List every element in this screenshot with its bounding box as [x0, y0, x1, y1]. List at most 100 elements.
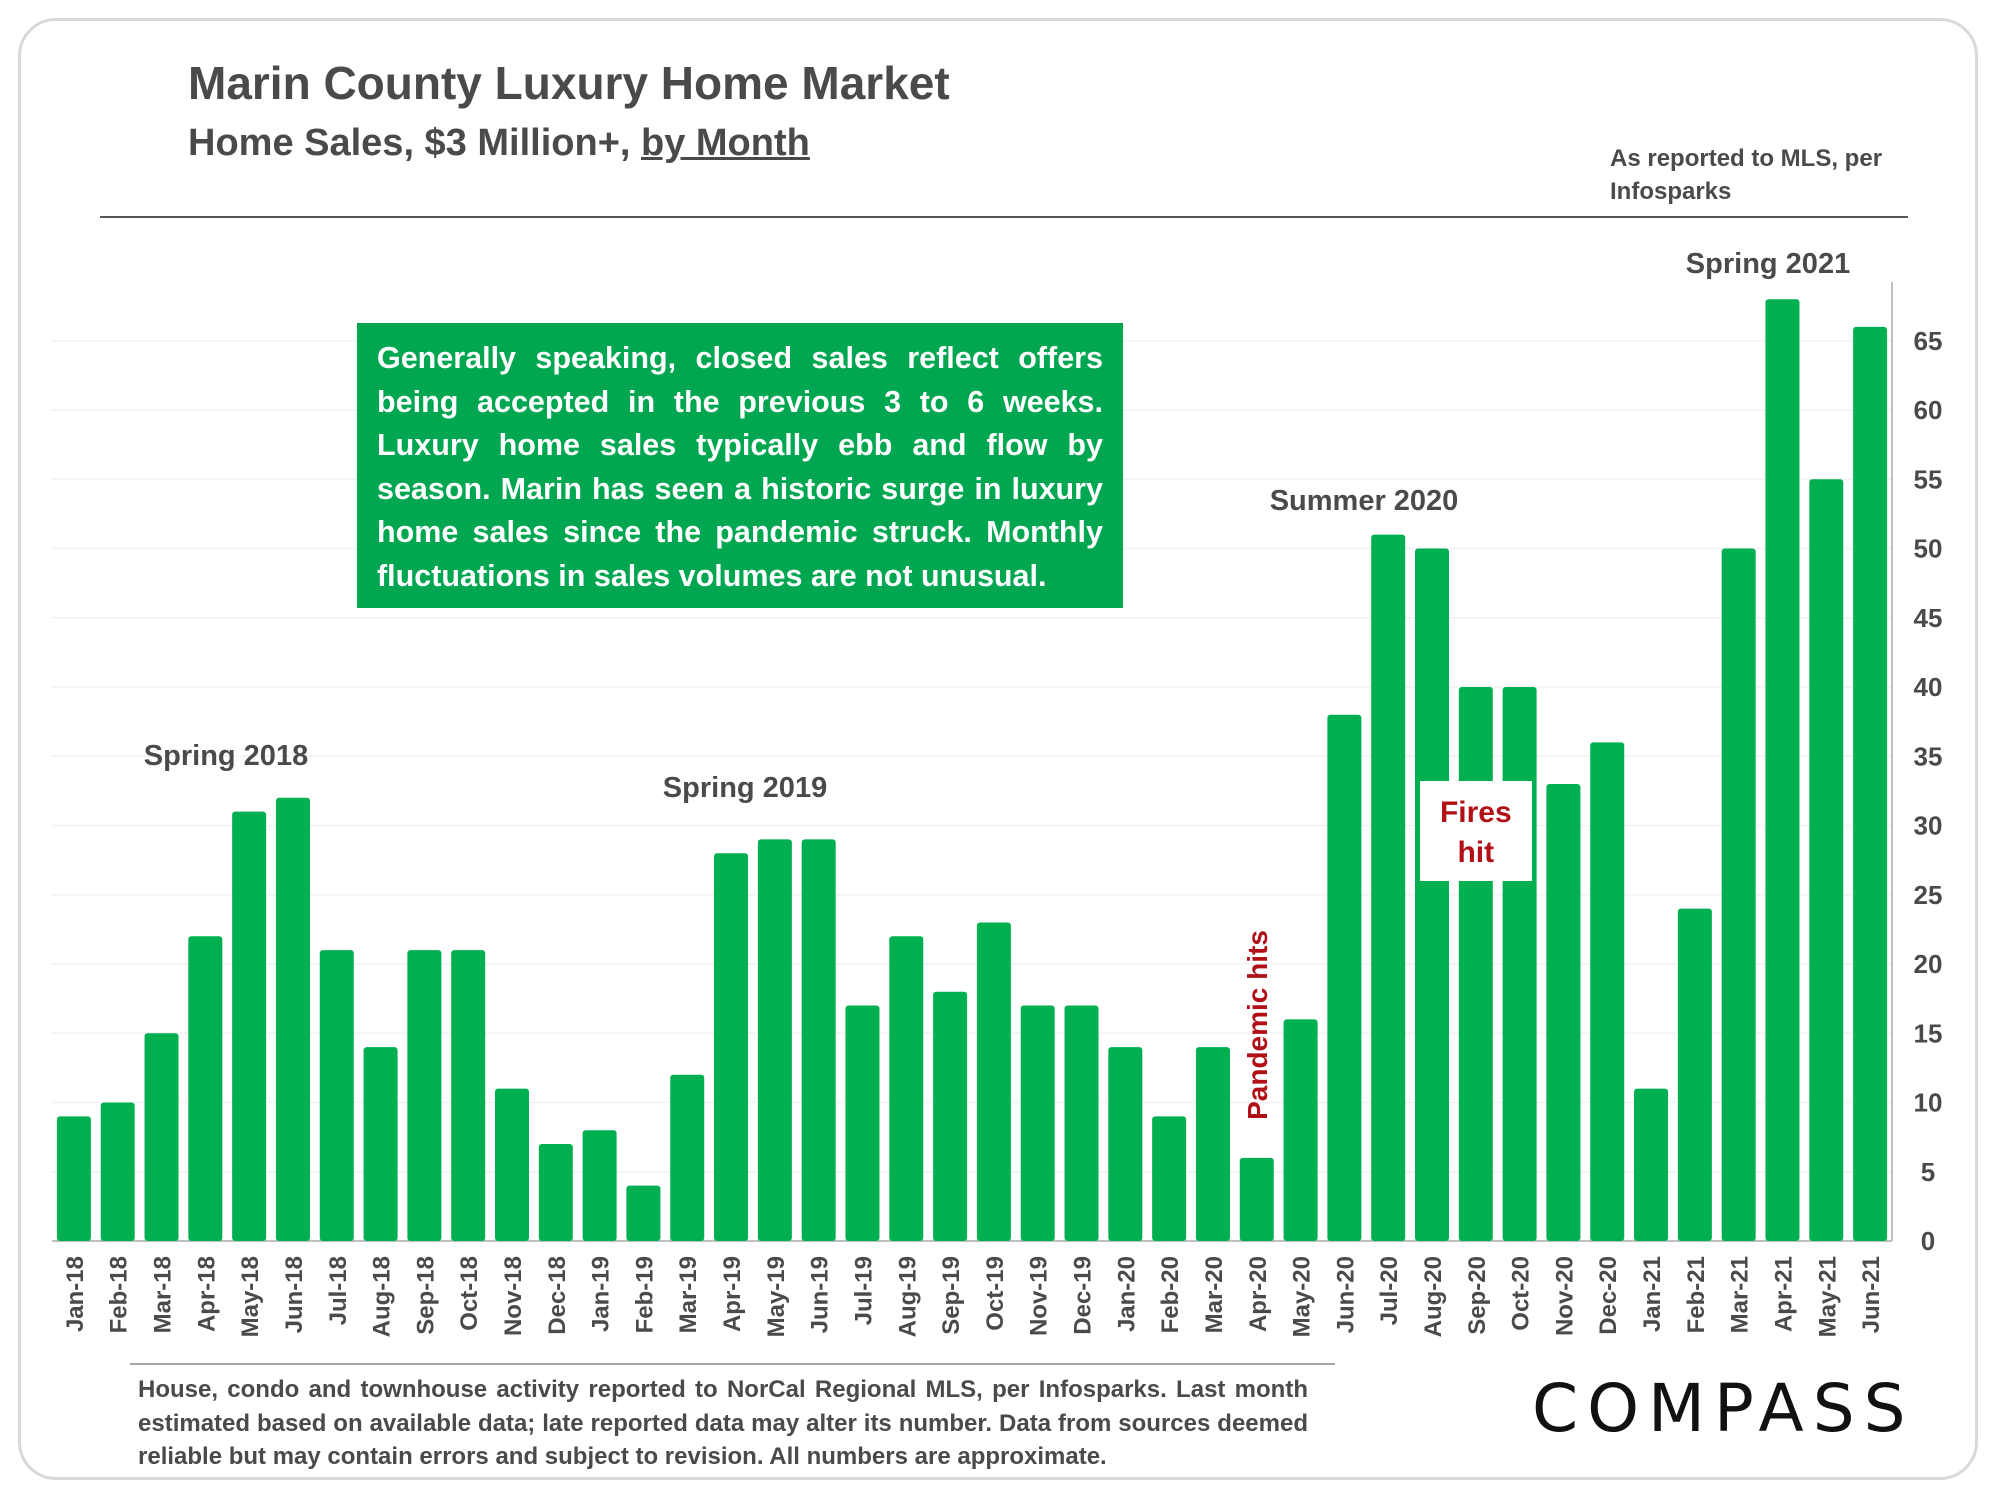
x-tick-label: May-20: [1289, 1256, 1316, 1337]
bar: [1371, 534, 1406, 1241]
bar: [407, 950, 442, 1241]
x-tick-label: Jun-20: [1332, 1256, 1359, 1333]
x-tick-label: Aug-20: [1420, 1256, 1447, 1337]
bar: [976, 922, 1011, 1241]
bar: [801, 839, 836, 1241]
pandemic-hits-annotation: Pandemic hits: [1242, 930, 1273, 1120]
x-tick-label: Mar-18: [150, 1256, 177, 1333]
x-tick-label: Jan-20: [1113, 1256, 1140, 1332]
x-tick-label: Feb-18: [106, 1256, 133, 1333]
y-tick-label: 30: [1914, 811, 1943, 841]
x-tick-label: Jun-18: [281, 1256, 308, 1333]
bar: [100, 1102, 135, 1241]
bar: [1590, 742, 1625, 1241]
fires-hit-line: hit: [1457, 836, 1495, 869]
y-tick-label: 0: [1921, 1226, 1935, 1256]
y-tick-label: 5: [1921, 1157, 1935, 1187]
bar: [1853, 326, 1888, 1241]
x-tick-label: Sep-19: [938, 1256, 965, 1335]
x-tick-labels: Jan-18 Feb-18 Mar-18 Apr-18 May-18 Jun-18 Jul-…: [62, 1256, 1885, 1337]
subtitle-main: Home Sales, $3 Million+,: [188, 122, 641, 164]
bar: [1415, 548, 1449, 1241]
season-annotation: Spring 2021: [1686, 248, 1850, 280]
x-tick-label: Feb-20: [1157, 1256, 1184, 1333]
y-tick-label: 60: [1914, 395, 1943, 425]
explanation-callout: Generally speaking, closed sales reflect…: [357, 323, 1123, 608]
x-tick-label: Nov-19: [1026, 1256, 1053, 1336]
y-tick-label: 50: [1914, 534, 1943, 564]
x-tick-label: Aug-18: [369, 1256, 396, 1337]
x-tick-label: Apr-19: [719, 1256, 746, 1332]
y-tick-label: 20: [1914, 949, 1943, 979]
x-tick-label: Nov-20: [1551, 1256, 1578, 1336]
y-tick-label: 40: [1914, 672, 1943, 702]
bar: [1152, 1116, 1187, 1241]
bar: [1634, 1088, 1669, 1241]
x-tick-label: Oct-20: [1508, 1256, 1535, 1331]
x-tick-label: Apr-18: [193, 1256, 220, 1332]
bar: [232, 811, 267, 1241]
y-tick-label: 65: [1914, 326, 1943, 356]
y-tick-label: 25: [1914, 880, 1943, 910]
bar: [1546, 783, 1581, 1241]
y-tick-label: 35: [1914, 741, 1943, 771]
bar: [1283, 1019, 1318, 1241]
x-tick-label: Dec-20: [1595, 1256, 1622, 1335]
bar: [582, 1130, 617, 1241]
x-tick-label: Sep-18: [412, 1256, 439, 1335]
x-tick-label: Dec-18: [544, 1256, 571, 1335]
x-tick-label: Jul-19: [850, 1256, 877, 1325]
y-tick-labels: 0 5 10 15 20 25 30 35 40 45 50 55 60 65: [1914, 326, 1943, 1256]
bar: [1195, 1047, 1230, 1241]
header-divider: [100, 216, 1908, 218]
bar: [1677, 908, 1712, 1241]
y-tick-label: 55: [1914, 464, 1943, 494]
x-tick-label: Aug-19: [894, 1256, 921, 1337]
bar: [1108, 1047, 1143, 1241]
source-note: As reported to MLS, per Infosparks: [1610, 145, 1883, 205]
bar: [670, 1074, 705, 1241]
season-annotation: Spring 2019: [663, 772, 827, 804]
bar: [1239, 1157, 1274, 1241]
x-tick-label: Jan-18: [62, 1256, 89, 1332]
footnote: House, condo and townhouse activity repo…: [138, 1376, 1308, 1470]
bar: [451, 950, 486, 1241]
x-tick-label: Mar-21: [1727, 1256, 1754, 1333]
x-tick-label: Dec-19: [1070, 1256, 1097, 1335]
season-annotation: Summer 2020: [1270, 485, 1459, 517]
bar: [144, 1033, 179, 1241]
y-tick-label: 10: [1914, 1088, 1943, 1118]
bar: [495, 1088, 529, 1241]
y-tick-label: 15: [1914, 1018, 1943, 1048]
annotations: Spring 2018 Spring 2019 Summer 2020 Spring …: [144, 248, 1850, 1120]
bar: [1721, 548, 1756, 1241]
x-tick-label: Jul-20: [1376, 1256, 1403, 1325]
bar: [626, 1185, 661, 1241]
x-tick-label: Sep-20: [1464, 1256, 1491, 1335]
bar: [933, 991, 968, 1241]
season-annotation: Spring 2018: [144, 740, 308, 772]
bar: [1809, 479, 1844, 1241]
x-tick-label: Jan-21: [1639, 1256, 1666, 1332]
x-tick-label: Feb-21: [1683, 1256, 1710, 1333]
x-tick-label: Oct-19: [982, 1256, 1009, 1331]
x-tick-label: Jul-18: [325, 1256, 352, 1325]
x-tick-label: Nov-18: [500, 1256, 527, 1336]
bar: [889, 936, 924, 1241]
bar: [1502, 687, 1537, 1241]
fires-hit-line: Fires: [1439, 796, 1512, 829]
x-tick-label: Feb-19: [631, 1256, 658, 1333]
fires-hit-annotation: Fires hit: [1419, 781, 1532, 881]
bar: [319, 950, 354, 1241]
x-tick-label: May-21: [1814, 1256, 1841, 1337]
x-tick-label: May-19: [763, 1256, 790, 1337]
x-tick-label: Apr-21: [1770, 1256, 1797, 1332]
bar: [56, 1116, 91, 1241]
x-tick-label: May-18: [237, 1256, 264, 1337]
compass-logo: COMPASS: [1532, 1370, 1915, 1447]
bar: [275, 797, 310, 1241]
subtitle-underlined: by Month: [641, 122, 810, 164]
bar: [1020, 1005, 1055, 1241]
